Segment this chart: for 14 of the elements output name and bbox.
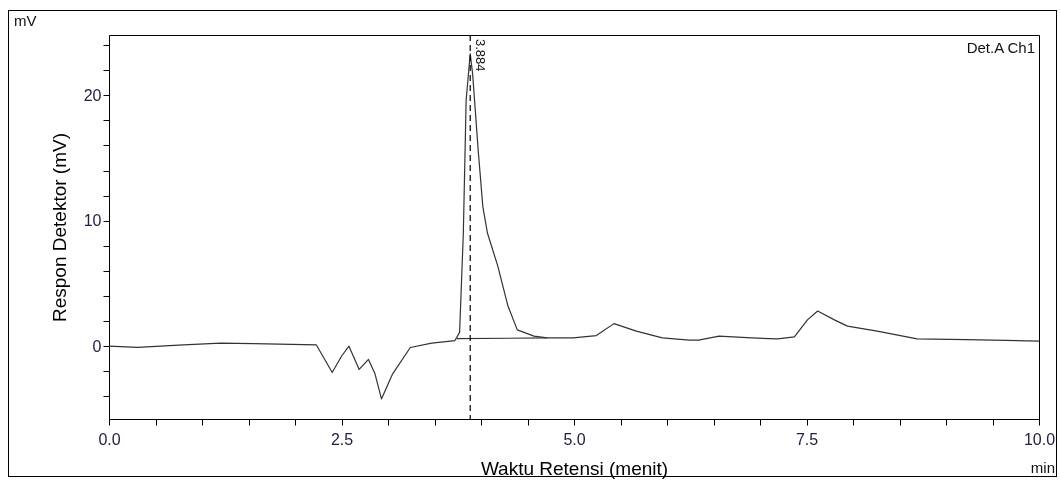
annotation: Det.A Ch1 [966, 39, 1035, 56]
text: min [1030, 459, 1055, 476]
x-tick-label: 7.5 [795, 430, 819, 448]
y-axis-title: Respon Detektor (mV) [48, 132, 70, 323]
y-tick-label: 10 [83, 212, 102, 230]
x-axis-title: Waktu Retensi (menit) [480, 457, 669, 479]
x-tick-label: 0.0 [98, 430, 121, 448]
x-tick-label: 2.5 [330, 430, 354, 448]
text: mV [14, 12, 37, 29]
x-tick-label: 5.0 [563, 430, 586, 448]
ref-line-label: 3.884 [473, 39, 489, 72]
x-tick-label: 10.0 [1023, 430, 1056, 448]
y-tick-label: 20 [83, 86, 102, 104]
y-tick-label: 0 [92, 337, 102, 355]
